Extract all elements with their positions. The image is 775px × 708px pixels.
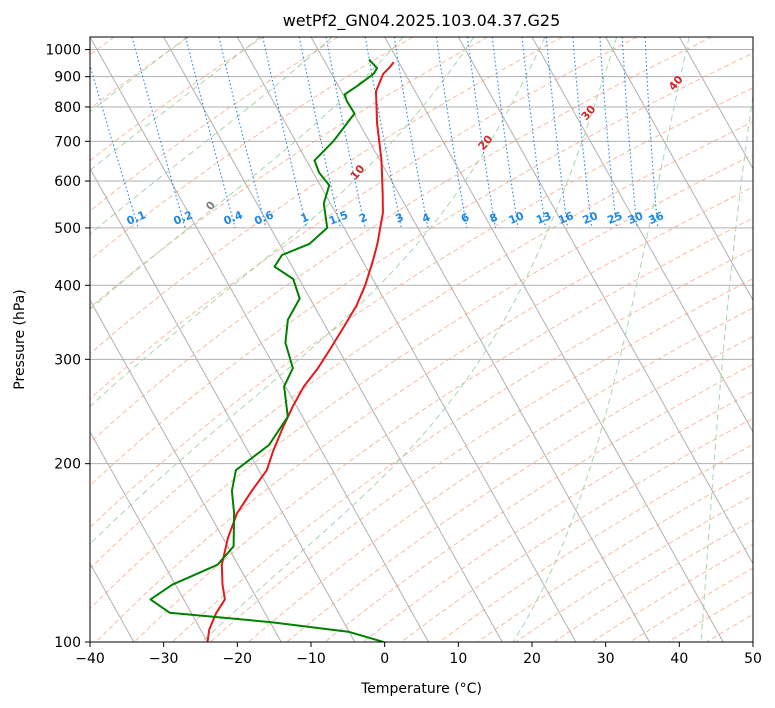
x-tick-label: 20 [523,651,541,667]
mixing-ratio-line [262,37,308,229]
x-tick-label: −20 [223,651,253,667]
isotherm-gridline [236,37,577,642]
mixing-ratio-line [131,37,186,229]
isotherm-gridline [678,37,753,170]
mixing-ratio-line [218,37,267,229]
dry-adiabat-line [90,37,190,110]
mixing-ratio-label: 1 [299,211,311,226]
y-tick-label: 900 [54,70,81,86]
isotherm-gridline [90,37,429,642]
temperature-profile-line [206,61,395,642]
mixing-ratio-line [599,37,618,228]
mixing-ratio-label: 30 [626,209,645,227]
dry-adiabat-line [362,390,753,642]
isotherm-gridline [90,167,356,642]
x-tick-label: 30 [597,651,615,667]
dry-adiabat-line [90,52,753,487]
dry-adiabat-line [90,154,753,610]
dry-adiabat-line [90,37,414,261]
dry-adiabat-line [248,307,753,642]
mixing-ratio-label: 36 [647,209,666,227]
isotherm-gridline [90,299,282,642]
moist-adiabat-line [700,92,753,642]
isotherm-gridline [163,37,503,642]
chart-title: wetPf2_GN04.2025.103.04.37.G25 [283,11,561,31]
y-tick-label: 500 [54,221,81,237]
x-tick-label: 50 [744,651,762,667]
mixing-ratio-line [466,37,496,228]
dry-adiabat-line [210,278,753,642]
moist-adiabat-line [201,37,618,642]
y-tick-label: 700 [54,134,81,150]
isotherm-gridline [605,37,753,302]
dry-adiabat-line [90,37,638,400]
mixing-ratio-label: 3 [394,211,406,226]
moist-adiabat-line [512,37,690,642]
mixing-ratio-line [90,63,139,229]
axes: −40 −30 −20 −10 0 10 20 30 40 50 100 200 300 400 500 60… [45,43,762,667]
isotherm-gridline [457,37,753,565]
isotherm-gridline [90,430,208,642]
dry-adiabat-line [90,37,339,212]
mixing-ratio-line [521,37,546,228]
y-axis-label: Pressure (hPa) [12,289,28,389]
y-tick-label: 400 [54,278,81,294]
isotherm-gridline [384,37,724,642]
mixing-ratio-label: 2 [357,211,369,226]
isotherm-gridline [531,37,753,433]
dry-adiabat-line [90,121,753,570]
x-tick-label: −30 [149,651,179,667]
mixing-ratio-label: 20 [581,209,600,227]
mixing-ratio-line [491,37,519,228]
mixing-ratio-label: 25 [605,209,624,227]
dry-adiabat-line [90,37,488,309]
plot-frame [89,36,754,643]
mixing-ratio-label: 16 [556,209,575,227]
y-tick-label: 600 [54,174,81,190]
mixing-ratio-label: 10 [507,209,526,227]
x-axis-label: Temperature (°C) [360,681,482,697]
mixing-ratio-line [435,37,468,228]
x-tick-label: 10 [449,651,467,667]
moist-adiabat-line [90,37,333,235]
x-tick-label: 0 [380,651,389,667]
dry-adiabat-line [90,37,712,444]
y-tick-label: 100 [54,635,81,651]
x-tick-label: 40 [670,651,688,667]
x-tick-label: −40 [75,651,105,667]
y-tick-label: 200 [54,457,81,473]
y-tick-label: 1000 [45,43,81,59]
y-tick-label: 300 [54,352,81,368]
x-tick-label: −10 [296,651,326,667]
isotherm-gridline [310,37,650,642]
dry-adiabat-line [90,37,264,162]
y-tick-label: 800 [54,100,81,116]
dry-adiabat-line [171,248,753,642]
mixing-ratio-label: 13 [534,209,553,227]
moist-adiabat-line [90,37,475,407]
plot-area: 0.10.20.40.611.52346810131620253036-100-… [90,37,753,642]
mixing-ratio-line [572,37,593,228]
mixing-ratio-line [298,37,341,229]
mixing-ratio-label: 8 [488,211,500,226]
mixing-ratio-line [185,37,236,229]
mixing-ratio-line [545,37,569,228]
dewpoint-profile-line [149,59,385,642]
